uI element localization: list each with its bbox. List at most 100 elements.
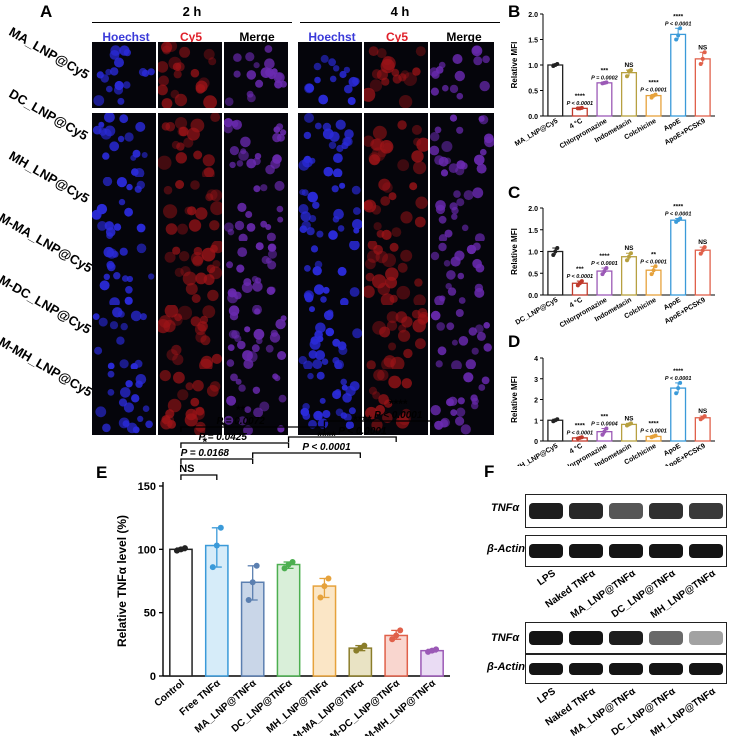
- cell-dot: [195, 406, 205, 416]
- significance-label: ***: [601, 414, 609, 421]
- bar: [384, 634, 409, 677]
- cell-dot: [165, 409, 175, 419]
- cell-dot: [457, 397, 465, 405]
- cell-dot: [411, 124, 422, 135]
- cell-dot: [227, 344, 235, 351]
- p-value-label: P < 0.0001: [591, 261, 618, 267]
- cell-dot: [390, 356, 405, 371]
- bar: [620, 423, 638, 442]
- cell-dot: [229, 146, 239, 156]
- cell-dot: [229, 161, 236, 169]
- cell-dot: [247, 93, 256, 103]
- cell-dot: [211, 353, 222, 364]
- cell-dot: [255, 242, 264, 251]
- cell-dot: [114, 80, 124, 91]
- cell-dot: [481, 376, 490, 385]
- cell-dot: [365, 406, 378, 420]
- cell-dot: [172, 246, 181, 255]
- cell-dot: [131, 394, 140, 403]
- cell-dot: [175, 180, 185, 189]
- cell-dot: [226, 359, 235, 367]
- cell-dot: [413, 137, 422, 146]
- data-point: [249, 579, 256, 586]
- cell-dot: [176, 142, 185, 151]
- significance-label: NS: [698, 44, 708, 51]
- micrograph-merge-r2-c6: [430, 113, 494, 179]
- cell-dot: [278, 394, 287, 403]
- cell-dot: [273, 72, 285, 84]
- significance-label: ****: [317, 429, 336, 443]
- cell-dot: [439, 295, 446, 302]
- cell-dot: [440, 169, 449, 177]
- tnf-band-lane-1: [529, 631, 563, 645]
- cell-dot: [163, 319, 176, 333]
- cell-dot: [166, 349, 178, 361]
- cell-dot: [438, 242, 447, 252]
- chart-b: 0.0 0.5 1.0 1.5 2.0 Relative MFI MA_LNP@Cy5 P <…: [510, 12, 715, 150]
- cell-dot: [345, 385, 356, 397]
- cell-dot: [442, 84, 449, 92]
- cell-dot: [235, 378, 242, 385]
- cell-dot: [391, 68, 400, 77]
- significance-label: NS: [624, 245, 634, 252]
- cell-dot: [203, 167, 215, 178]
- data-point: [579, 435, 584, 440]
- cell-dot: [343, 66, 351, 74]
- p-value-label: P < 0.0001: [640, 259, 667, 265]
- cell-dot: [328, 141, 337, 149]
- cell-dot: [472, 187, 484, 199]
- data-point: [700, 248, 705, 253]
- cell-dot: [207, 289, 219, 302]
- cell-dot: [276, 133, 285, 142]
- p-value-label: P = 0.0425: [199, 432, 248, 443]
- cell-dot: [328, 230, 338, 240]
- cell-dot: [309, 306, 315, 313]
- cell-dot: [384, 399, 393, 408]
- micrograph-hoechst-r4-c4: [298, 241, 362, 307]
- cell-dot: [453, 190, 461, 198]
- data-point: [397, 627, 404, 634]
- cell-dot: [455, 416, 465, 426]
- cell-dot: [430, 310, 441, 321]
- data-point: [253, 562, 260, 569]
- cell-dot: [382, 253, 396, 268]
- cell-dot: [452, 54, 463, 64]
- panel-letter-a: A: [40, 2, 53, 21]
- cell-dot: [113, 272, 121, 280]
- cell-dot: [195, 272, 208, 285]
- cell-dot: [122, 275, 129, 282]
- time-underline-2h: [92, 22, 292, 23]
- cell-dot: [195, 80, 208, 93]
- cell-dot: [400, 249, 413, 262]
- actin-band-lane-3: [609, 663, 643, 675]
- cell-dot: [242, 350, 253, 361]
- comparison-bracket: [287, 436, 397, 442]
- micrograph-merge-r6-c6: [430, 369, 494, 435]
- data-point: [245, 597, 252, 603]
- cell-dot: [178, 126, 189, 137]
- micrograph-hoechst-r5-c4: [298, 305, 362, 371]
- cell-dot: [435, 360, 443, 368]
- cell-dot: [264, 45, 273, 53]
- cell-dot: [437, 346, 447, 356]
- data-point: [702, 414, 707, 419]
- y-tick-label: 1.0: [528, 63, 538, 70]
- actin-band-lane-1: [529, 663, 563, 675]
- cell-dot: [240, 136, 251, 148]
- cell-dot: [376, 48, 387, 59]
- cell-dot: [190, 68, 200, 78]
- cell-dot: [476, 163, 487, 174]
- data-point: [555, 417, 560, 422]
- significance-label: NS: [698, 408, 708, 415]
- cell-dot: [95, 406, 107, 418]
- wb-strip-actin-bottom: [525, 654, 727, 684]
- cell-dot: [171, 344, 182, 356]
- cell-dot: [364, 285, 375, 298]
- cell-dot: [241, 282, 253, 293]
- cell-dot: [325, 327, 335, 337]
- cell-dot: [172, 354, 184, 366]
- cell-dot: [163, 185, 173, 195]
- tnf-band-lane-3: [609, 503, 643, 519]
- cell-dot: [109, 321, 119, 330]
- data-point: [653, 92, 658, 97]
